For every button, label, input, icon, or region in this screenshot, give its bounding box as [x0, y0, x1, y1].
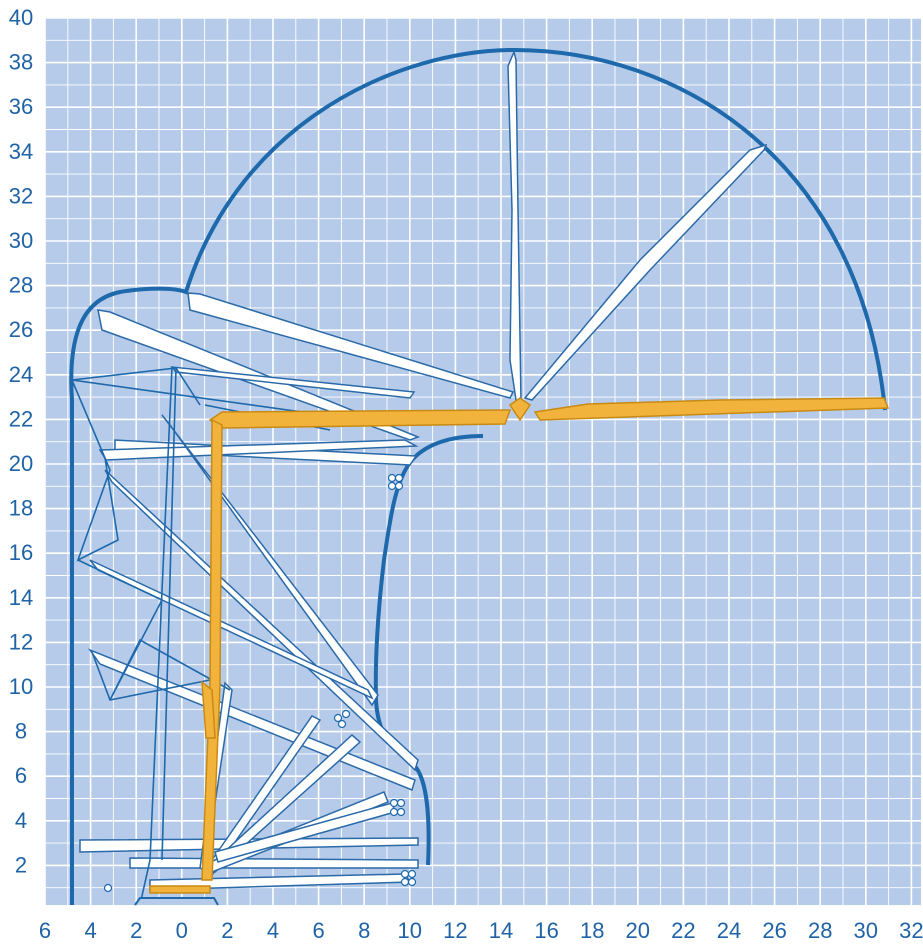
boom-upper-left-2: [97, 309, 421, 441]
boom-diagonal-c: [104, 469, 419, 772]
hook-blocks: [103, 473, 417, 893]
y-tick-label: 28: [9, 273, 33, 298]
boom-low-2: [129, 857, 419, 869]
x-tick-label: 20: [626, 918, 650, 943]
x-tick-label: 6: [312, 918, 324, 943]
x-tick-label: 8: [358, 918, 370, 943]
x-tick-label: 2: [130, 918, 142, 943]
y-tick-label: 32: [9, 183, 33, 208]
y-axis-ticks: 40 38 36 34 32 30 28 26 24 22 20 18 16 14 12 10 8 6 4 2: [9, 5, 33, 877]
crane-base: [134, 897, 219, 906]
boom-upper-left-1: [187, 292, 515, 399]
y-tick-label: 8: [15, 719, 27, 744]
x-tick-label: 18: [580, 918, 604, 943]
y-tick-label: 38: [9, 50, 33, 75]
y-tick-label: 4: [15, 808, 27, 833]
boom-jib-upper: [170, 366, 416, 399]
x-tick-label: 16: [534, 918, 558, 943]
x-axis-ticks: 6 4 2 0 2 4 6 8 10 12 14 16 18 20 22 24 26 28 30 32: [39, 918, 923, 943]
y-tick-label: 18: [9, 496, 33, 521]
y-tick-label: 36: [9, 94, 33, 119]
boom-diagonal-d: [89, 559, 374, 700]
boom-lower-arm: [201, 680, 216, 739]
boom-main-extension: [533, 397, 890, 421]
x-tick-label: 32: [899, 918, 923, 943]
x-tick-label: 0: [176, 918, 188, 943]
y-tick-label: 12: [9, 629, 33, 654]
y-tick-label: 26: [9, 317, 33, 342]
x-tick-label: 4: [267, 918, 279, 943]
x-tick-label: 28: [808, 918, 832, 943]
grid-lines: [44, 17, 921, 905]
y-tick-label: 30: [9, 228, 33, 253]
boom-main-horizontal: [208, 409, 512, 429]
y-tick-label: 22: [9, 406, 33, 431]
x-tick-label: 2: [221, 918, 233, 943]
y-tick-label: 2: [15, 852, 27, 877]
x-tick-label: 26: [762, 918, 786, 943]
y-tick-label: 6: [15, 763, 27, 788]
x-tick-label: 14: [489, 918, 513, 943]
x-tick-label: 10: [398, 918, 422, 943]
x-tick-label: 22: [671, 918, 695, 943]
x-tick-label: 30: [854, 918, 878, 943]
boom-diagonal-35: [523, 143, 768, 401]
boom-main-foot: [149, 885, 211, 894]
x-tick-label: 4: [84, 918, 96, 943]
boom-main-vertical: [201, 418, 223, 881]
x-tick-label: 24: [717, 918, 741, 943]
x-tick-label: 12: [443, 918, 467, 943]
x-tick-label: 6: [39, 918, 51, 943]
y-tick-label: 10: [9, 674, 33, 699]
boom-main-head: [508, 397, 532, 422]
y-tick-label: 20: [9, 451, 33, 476]
y-tick-label: 24: [9, 362, 33, 387]
y-tick-label: 14: [9, 585, 33, 610]
main-boom: [149, 397, 890, 894]
y-tick-label: 34: [9, 139, 33, 164]
y-tick-label: 40: [9, 5, 33, 30]
y-tick-label: 16: [9, 540, 33, 565]
